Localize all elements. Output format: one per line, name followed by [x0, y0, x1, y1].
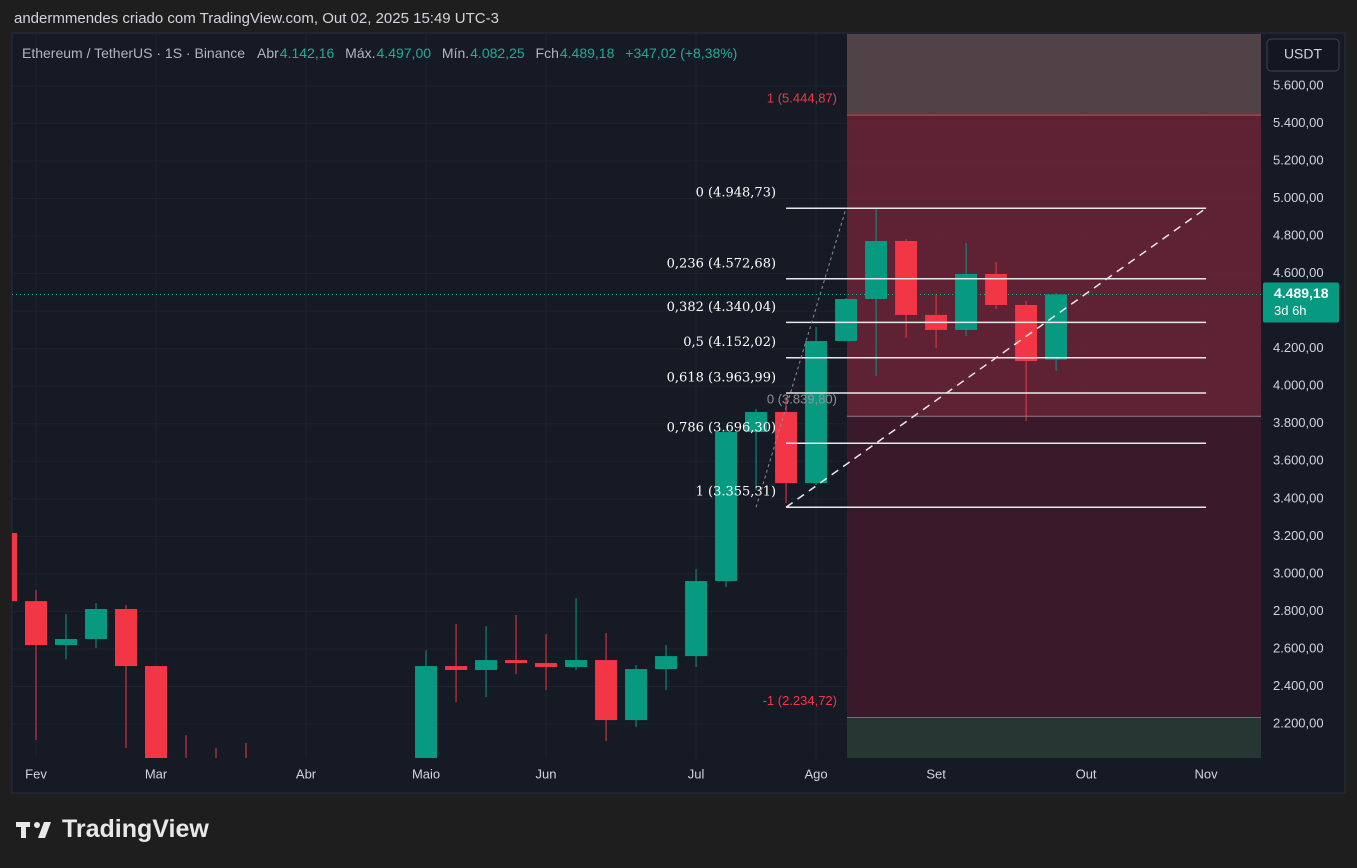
x-tick-label: Maio — [412, 766, 440, 781]
fib-extension-zone — [12, 34, 1261, 758]
candle-body — [895, 240, 918, 315]
zone — [847, 717, 1261, 758]
fib-extension-label: 1 (5.444,87) — [767, 91, 837, 106]
candle-body — [1015, 304, 1038, 362]
fib-retracement: 1 (5.444,87) 0 (3.839,80) -1 (2.234,72) 0 (… — [667, 91, 1261, 719]
candle-body — [115, 608, 138, 667]
candle-body — [955, 274, 978, 330]
candle-body — [685, 581, 708, 657]
change: +347,02 (+8,38%) — [625, 45, 738, 61]
fib-extension-label: 0 (3.839,80) — [767, 392, 837, 407]
y-tick-label: 2.200,00 — [1273, 715, 1324, 730]
trend-line — [755, 208, 847, 508]
y-tick-label: 5.600,00 — [1273, 77, 1324, 92]
x-tick-label: Abr — [296, 766, 317, 781]
y-tick-label: 3.800,00 — [1273, 415, 1324, 430]
candle-body — [865, 240, 888, 299]
y-tick-label: 5.000,00 — [1273, 190, 1324, 205]
y-tick-label: 4.600,00 — [1273, 265, 1324, 280]
candle-body — [745, 411, 768, 433]
candle-body — [775, 411, 798, 484]
low-value: 4.082,25 — [470, 45, 525, 61]
fib-label: 0,618 (3.963,99) — [667, 370, 776, 385]
candle-body — [1045, 294, 1068, 360]
x-tick-label: Out — [1076, 766, 1097, 781]
candle-body — [655, 656, 678, 670]
open-value: 4.142,16 — [279, 45, 335, 61]
close-label: Fch — [535, 45, 559, 61]
fib-label: 0,236 (4.572,68) — [667, 256, 776, 271]
zone — [847, 34, 1261, 116]
candle-body — [505, 660, 528, 664]
x-tick-label: Set — [926, 766, 946, 781]
candle-body — [535, 663, 558, 667]
price-tag — [1263, 282, 1339, 323]
x-tick-label: Ago — [804, 766, 827, 781]
y-tick-label: 3.600,00 — [1273, 453, 1324, 468]
candle-body — [145, 666, 168, 758]
y-tick-label: 3.400,00 — [1273, 490, 1324, 505]
x-tick-label: Jun — [536, 766, 557, 781]
candle-body — [565, 660, 588, 667]
fib-label: 0,5 (4.152,02) — [683, 335, 776, 350]
logo — [16, 822, 51, 838]
low-label: Mín. — [441, 45, 470, 61]
candle-body — [595, 660, 618, 721]
axes: 2.200,00 2.400,00 2.600,00 2.800,00 3.000,00… — [25, 77, 1339, 781]
y-tick-label: 4.000,00 — [1273, 378, 1324, 393]
trend-line — [785, 207, 1207, 508]
x-tick-label: Nov — [1195, 766, 1219, 781]
x-tick-label: Fev — [25, 766, 47, 781]
y-tick-label: 2.800,00 — [1273, 603, 1324, 618]
fib-label: 1 (3.355,31) — [696, 485, 776, 500]
high-value: 4.497,00 — [376, 45, 432, 61]
y-tick-label: 3.200,00 — [1273, 528, 1324, 543]
candle-body — [85, 608, 108, 640]
currency-button[interactable] — [1266, 38, 1340, 72]
candle-body — [25, 601, 48, 646]
candle-body — [835, 298, 858, 342]
candle-body — [985, 274, 1008, 305]
candle-body — [415, 666, 438, 758]
price-tag-value: 4.489,18 — [1274, 285, 1329, 301]
fib-label: 0 (4.948,73) — [696, 186, 776, 201]
price-tag-countdown: 3d 6h — [1274, 303, 1307, 318]
y-tick-label: 2.600,00 — [1273, 640, 1324, 655]
open-label: Abr — [256, 45, 279, 61]
y-tick-label: 5.200,00 — [1273, 152, 1324, 167]
zone — [847, 416, 1261, 718]
attribution: andermmendes criado com TradingView.com,… — [14, 10, 499, 27]
candles — [12, 209, 1068, 840]
currency: USDT — [1284, 46, 1323, 62]
legend: Ethereum / TetherUS · 1S · Binance Abr4.… — [22, 45, 744, 61]
y-tick-label: 2.400,00 — [1273, 678, 1324, 693]
y-tick-label: 4.800,00 — [1273, 228, 1324, 243]
y-tick-label: 4.200,00 — [1273, 340, 1324, 355]
symbol: Ethereum / TetherUS · 1S · Binance — [22, 45, 246, 61]
fib-extension-label: -1 (2.234,72) — [763, 693, 837, 708]
x-tick-label: Jul — [688, 766, 705, 781]
candle-body — [12, 532, 17, 602]
candle-body — [625, 669, 648, 721]
candle-body — [805, 341, 828, 484]
fib-label: 0,382 (4.340,04) — [667, 300, 776, 315]
candle-body — [235, 799, 257, 840]
x-tick-label: Mar — [145, 766, 168, 781]
y-tick-label: 3.000,00 — [1273, 565, 1324, 580]
fib-label: 0,786 (3.696,30) — [667, 421, 776, 436]
candle-body — [445, 666, 468, 670]
candle-body — [715, 432, 738, 582]
y-tick-label: 5.400,00 — [1273, 115, 1324, 130]
close-value: 4.489,18 — [559, 45, 615, 61]
brand: TradingView — [62, 815, 209, 843]
candle-body — [55, 639, 78, 646]
high-label: Máx. — [345, 45, 376, 61]
candle-body — [475, 660, 498, 670]
